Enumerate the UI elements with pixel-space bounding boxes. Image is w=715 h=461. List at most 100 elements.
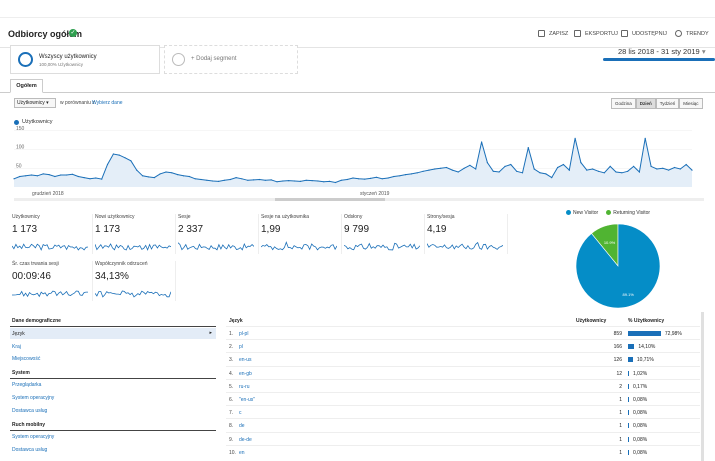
data-point[interactable]: [311, 180, 313, 182]
dim-city[interactable]: Miejscowość: [12, 356, 41, 362]
pie-slice-new[interactable]: [575, 223, 661, 309]
table-row[interactable]: 5. ru-ru 2 0,17%: [226, 378, 700, 392]
metric-tile[interactable]: Odsłony 9 799: [344, 214, 425, 254]
data-point[interactable]: [66, 174, 68, 176]
dim-mobile-os[interactable]: System operacyjny: [12, 434, 55, 440]
export-button[interactable]: EKSPORTUJ: [574, 30, 618, 37]
data-point[interactable]: [516, 170, 518, 172]
data-point[interactable]: [615, 171, 617, 173]
panel-scrollbar[interactable]: [701, 312, 704, 461]
data-point[interactable]: [340, 179, 342, 181]
save-button[interactable]: ZAPISZ: [538, 30, 568, 37]
add-segment-button[interactable]: [164, 45, 298, 74]
row-language-link[interactable]: pl-pl: [239, 331, 249, 337]
data-point[interactable]: [323, 181, 325, 183]
metric-tile[interactable]: Użytkownicy 1 173: [12, 214, 93, 254]
data-point[interactable]: [30, 174, 33, 176]
data-point[interactable]: [673, 166, 676, 169]
data-point[interactable]: [25, 175, 27, 177]
compare-link[interactable]: Wybierz dane: [92, 100, 123, 106]
data-point[interactable]: [656, 168, 658, 170]
data-point[interactable]: [54, 175, 56, 178]
date-range-picker[interactable]: 28 lis 2018 - 31 sty 2019 ▾: [618, 47, 706, 56]
data-point[interactable]: [492, 170, 494, 172]
data-point[interactable]: [299, 180, 301, 182]
data-point[interactable]: [644, 137, 646, 139]
table-row[interactable]: 10. en 1 0,08%: [226, 444, 700, 458]
data-point[interactable]: [521, 172, 524, 174]
data-point[interactable]: [229, 178, 231, 181]
data-point[interactable]: [650, 165, 652, 167]
data-point[interactable]: [457, 171, 459, 173]
row-language-link[interactable]: de-de: [239, 436, 252, 443]
segment-all-users[interactable]: [10, 45, 160, 74]
data-point[interactable]: [428, 169, 430, 171]
data-point[interactable]: [580, 162, 582, 164]
data-point[interactable]: [19, 175, 21, 178]
data-point[interactable]: [13, 178, 15, 180]
data-point[interactable]: [597, 170, 600, 172]
data-point[interactable]: [481, 141, 483, 143]
data-point[interactable]: [294, 180, 296, 182]
data-point[interactable]: [469, 164, 471, 166]
data-point[interactable]: [194, 178, 196, 180]
table-row[interactable]: 2. pl 166 14,10%: [226, 339, 700, 352]
data-point[interactable]: [551, 177, 553, 179]
data-point[interactable]: [153, 177, 155, 179]
metric-tile[interactable]: Śr. czas trwania sesji 00:09:46: [12, 261, 93, 301]
data-point[interactable]: [638, 171, 641, 173]
data-point[interactable]: [124, 157, 126, 159]
data-point[interactable]: [393, 175, 395, 178]
period-day[interactable]: Dzień: [635, 98, 656, 109]
data-point[interactable]: [410, 173, 412, 175]
data-point[interactable]: [42, 173, 44, 175]
data-point[interactable]: [609, 165, 611, 167]
data-point[interactable]: [545, 173, 547, 175]
metric-tile[interactable]: Współczynnik odrzuceń 34,13%: [95, 261, 176, 301]
data-point[interactable]: [533, 168, 535, 170]
data-point[interactable]: [101, 178, 103, 180]
period-week[interactable]: Tydzień: [655, 98, 680, 109]
row-language-link[interactable]: en: [239, 449, 245, 456]
data-point[interactable]: [504, 165, 506, 167]
data-point[interactable]: [562, 163, 565, 166]
dim-country[interactable]: Kraj: [12, 344, 21, 350]
data-point[interactable]: [568, 169, 570, 171]
data-point[interactable]: [691, 169, 693, 171]
metric-tile[interactable]: Nowi użytkownicy 1 173: [95, 214, 176, 254]
data-point[interactable]: [422, 170, 424, 172]
data-point[interactable]: [258, 178, 261, 181]
data-point[interactable]: [592, 168, 594, 170]
metric-tile[interactable]: Sesje na użytkownika 1,99: [261, 214, 342, 254]
data-point[interactable]: [200, 178, 202, 181]
table-row[interactable]: 8. de 1 0,08%: [226, 418, 700, 431]
period-hour[interactable]: Godzina: [611, 98, 636, 109]
data-point[interactable]: [218, 180, 220, 182]
data-point[interactable]: [136, 169, 138, 171]
data-point[interactable]: [346, 178, 348, 181]
data-point[interactable]: [369, 177, 372, 179]
row-language-link[interactable]: "en-us": [239, 397, 256, 403]
data-point[interactable]: [405, 174, 407, 176]
data-point[interactable]: [182, 175, 185, 177]
trends-button[interactable]: TRENDY: [675, 30, 709, 37]
dim-mobile-provider[interactable]: Dostawca usług: [12, 447, 48, 453]
data-point[interactable]: [206, 179, 208, 181]
row-language-link[interactable]: ru-ru: [239, 383, 250, 390]
metric-tile[interactable]: Sesje 2 337: [178, 214, 259, 254]
data-point[interactable]: [633, 165, 635, 167]
data-point[interactable]: [375, 176, 377, 178]
tab-overview[interactable]: Ogółem: [10, 79, 43, 93]
dim-language[interactable]: Język ▸: [10, 328, 216, 339]
share-button[interactable]: UDOSTĘPNIJ: [621, 30, 667, 37]
data-point[interactable]: [77, 175, 79, 178]
data-point[interactable]: [171, 172, 173, 174]
data-point[interactable]: [463, 167, 465, 169]
data-point[interactable]: [381, 178, 383, 180]
data-point[interactable]: [574, 137, 576, 139]
data-point[interactable]: [498, 171, 500, 173]
chart-scroll-thumb[interactable]: [275, 198, 385, 201]
data-point[interactable]: [118, 154, 120, 156]
data-point[interactable]: [440, 167, 442, 169]
data-point[interactable]: [451, 169, 453, 171]
